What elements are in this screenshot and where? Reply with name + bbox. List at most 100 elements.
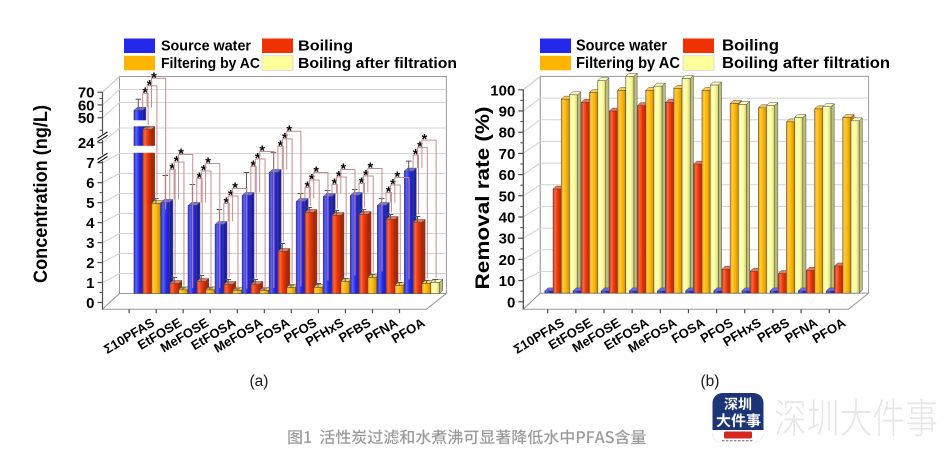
bar-boiling-after-filtration <box>653 82 666 294</box>
significance-asterisk: * <box>178 147 184 163</box>
significance-asterisk: * <box>147 78 153 94</box>
significance-bracket <box>205 163 221 288</box>
wall-tick-line <box>102 89 120 106</box>
significance-asterisk: * <box>232 181 238 197</box>
significance-bracket <box>286 130 302 287</box>
bar-front-face <box>385 219 396 294</box>
legend-swatch <box>540 38 571 53</box>
bar-front-face <box>142 129 152 294</box>
significance-asterisk: * <box>255 151 261 167</box>
icon-fineprint <box>722 440 753 442</box>
bar-front-face <box>769 290 779 294</box>
bar-front-face <box>681 78 691 294</box>
bar-boiling-after-filtration <box>568 91 582 294</box>
bar-source-water <box>241 191 255 295</box>
wall-tick-line <box>102 173 120 184</box>
bar-side-face <box>774 102 779 294</box>
bar-front-face <box>625 76 635 294</box>
bar-front-face <box>394 285 404 294</box>
bar-break-gap <box>133 145 147 153</box>
bar-front-face <box>749 271 759 294</box>
bar-front-face <box>250 284 260 294</box>
bar-boiling-after-filtration <box>625 72 638 294</box>
significance-bracket <box>259 151 275 288</box>
bar-boiling-after-filtration <box>850 117 863 294</box>
bar-break-gap <box>142 145 156 153</box>
wall-tick-line <box>523 141 541 154</box>
bar-front-face <box>814 108 823 294</box>
significance-asterisk: * <box>286 123 292 139</box>
bar-front-face <box>822 106 832 294</box>
significance-asterisk: * <box>359 176 365 192</box>
y-tick-label: 3 <box>86 235 94 252</box>
left-wall <box>522 75 541 311</box>
wall-tick-line <box>102 102 120 119</box>
significance-asterisk: * <box>278 138 284 154</box>
y-tick-label: 60 <box>78 97 95 114</box>
significance-asterisk: * <box>340 162 346 178</box>
bar-front-face <box>685 290 694 294</box>
legend-label: Filtering by AC <box>576 55 680 72</box>
significance-asterisk: * <box>151 70 157 86</box>
significance-bracket <box>277 145 284 242</box>
significance-asterisk: * <box>395 170 401 186</box>
bar-front-face <box>766 105 775 294</box>
bar-boiling-after-filtration <box>793 113 807 294</box>
panel-label: (b) <box>701 373 720 390</box>
legend-label: Boiling after filtration <box>722 55 890 72</box>
bar-front-face <box>657 290 666 294</box>
bar-front-face <box>653 85 663 294</box>
wall-tick-line <box>102 273 120 283</box>
wall-tick-line <box>102 213 120 224</box>
bar-front-face <box>834 265 843 294</box>
y-tick-label: 0 <box>507 294 515 311</box>
bar-side-face <box>802 113 807 294</box>
axis-break-mark <box>97 152 108 160</box>
bar-front-face <box>569 94 578 294</box>
bar-boiling <box>358 210 372 295</box>
bar-front-face <box>665 102 675 294</box>
significance-asterisk: * <box>363 168 369 184</box>
y-tick-label: 6 <box>86 175 94 192</box>
bar-source-water <box>160 198 174 295</box>
y-tick-label: 40 <box>499 210 516 227</box>
bar-front-face <box>637 105 646 294</box>
y-tick-label: 100 <box>490 82 515 99</box>
significance-asterisk: * <box>332 177 338 193</box>
bar-front-face <box>232 290 242 294</box>
bar-front-face <box>645 90 655 294</box>
significance-bracket <box>142 92 149 125</box>
panel-label: (a) <box>250 373 269 390</box>
bar-front-face <box>709 84 719 294</box>
y-tick-label: 90 <box>499 104 516 121</box>
bar-front-face <box>286 287 296 294</box>
significance-asterisk: * <box>413 147 419 163</box>
icon-banner <box>724 431 752 439</box>
significance-asterisk: * <box>205 156 211 172</box>
significance-asterisk: * <box>305 180 311 196</box>
legend-label: Boiling <box>722 38 779 55</box>
bar-boiling <box>331 211 345 295</box>
bar-front-face <box>133 110 143 294</box>
significance-bracket <box>313 172 329 281</box>
bar-front-face <box>826 290 835 294</box>
watermark-app-icon <box>712 393 764 443</box>
bar-front-face <box>196 281 206 294</box>
bar-front-face <box>178 289 188 294</box>
bar-front-face <box>701 90 711 294</box>
bar-front-face <box>693 163 703 294</box>
bar-side-face <box>394 215 399 295</box>
bar-front-face <box>673 88 683 294</box>
wall-tick-line <box>522 76 541 91</box>
y-tick-label: 1 <box>86 275 94 292</box>
significance-bracket <box>331 184 338 209</box>
bar-front-face <box>713 290 723 294</box>
y-tick-label: 50 <box>78 110 95 127</box>
legend-label: Filtering by AC <box>161 56 260 72</box>
wall-tick-line <box>102 193 120 204</box>
bar-side-face <box>661 82 666 294</box>
wall-tick-line <box>523 162 541 176</box>
bar-front-face <box>560 98 570 294</box>
bar-front-face <box>304 212 314 294</box>
y-tick-label: 0 <box>86 295 94 312</box>
